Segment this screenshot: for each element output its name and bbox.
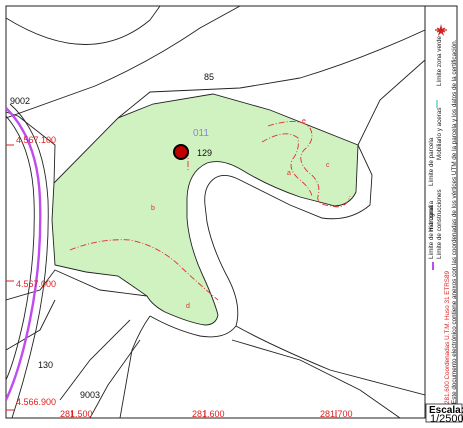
map-area[interactable]: 85 9002 130 9003 011 129 a b c d e 4.567… (6, 6, 425, 419)
highlighted-parcel[interactable] (51, 93, 359, 326)
coord-y-label: 4.567.000 (16, 279, 56, 289)
legend-hidrografia: Hidrografía (428, 200, 435, 232)
legend-panel: Hidrografía Límite zona verde Límite de … (428, 24, 458, 404)
coord-x-label: 281.500 (60, 409, 93, 419)
subparcel-label-e: e (302, 118, 306, 125)
legend-coordenadas: 281.600 Coordenadas U.T.M. Huso 31 ETRS8… (444, 270, 451, 404)
parcel-label-left-upper: 9002 (10, 96, 30, 106)
map-frame (5, 5, 458, 419)
parcel-label-bottom-left: 130 (38, 360, 53, 370)
parcel-boundaries (6, 6, 425, 418)
subparcel-label-b: b (151, 205, 155, 212)
hydrography-line (6, 107, 42, 401)
legend-limite-zona-verde: Límite zona verde (436, 35, 443, 86)
north-arrow-icon (435, 24, 447, 36)
scale-value: 1/2500 (430, 413, 463, 423)
legend-note: Este documento electrónico contiene anex… (451, 39, 458, 404)
highlight-parcel-number: 129 (197, 148, 212, 158)
subparcel-label-a: a (287, 170, 291, 177)
riverbank-lines (6, 103, 49, 418)
legend-limite-parcela: Límite de parcela (428, 137, 435, 186)
parcel-label-bottom-mid: 9003 (80, 390, 100, 400)
subparcel-label-d: d (186, 303, 190, 310)
scale-label: Escala: (429, 405, 463, 416)
legend-limite-construcciones: Límite de construcciones (436, 189, 443, 259)
location-marker-icon[interactable] (173, 144, 189, 160)
coord-x-label: 281.600 (192, 409, 225, 419)
coord-y-label: 4.567.100 (16, 135, 56, 145)
legend-mobiliario: Mobiliario y aceras (436, 108, 443, 161)
parcel-label-top: 85 (204, 72, 214, 82)
scale-box: Escala: 1/2500 (425, 403, 463, 425)
coord-x-label: 281.700 (320, 409, 353, 419)
subparcel-label-c: c (326, 162, 330, 169)
coord-y-label: 4.566.900 (16, 397, 56, 407)
legend-limite-manzana: Límite de manzana (428, 205, 435, 259)
parcel-code-label: 011 (193, 128, 209, 139)
coordinate-ticks (6, 144, 337, 418)
